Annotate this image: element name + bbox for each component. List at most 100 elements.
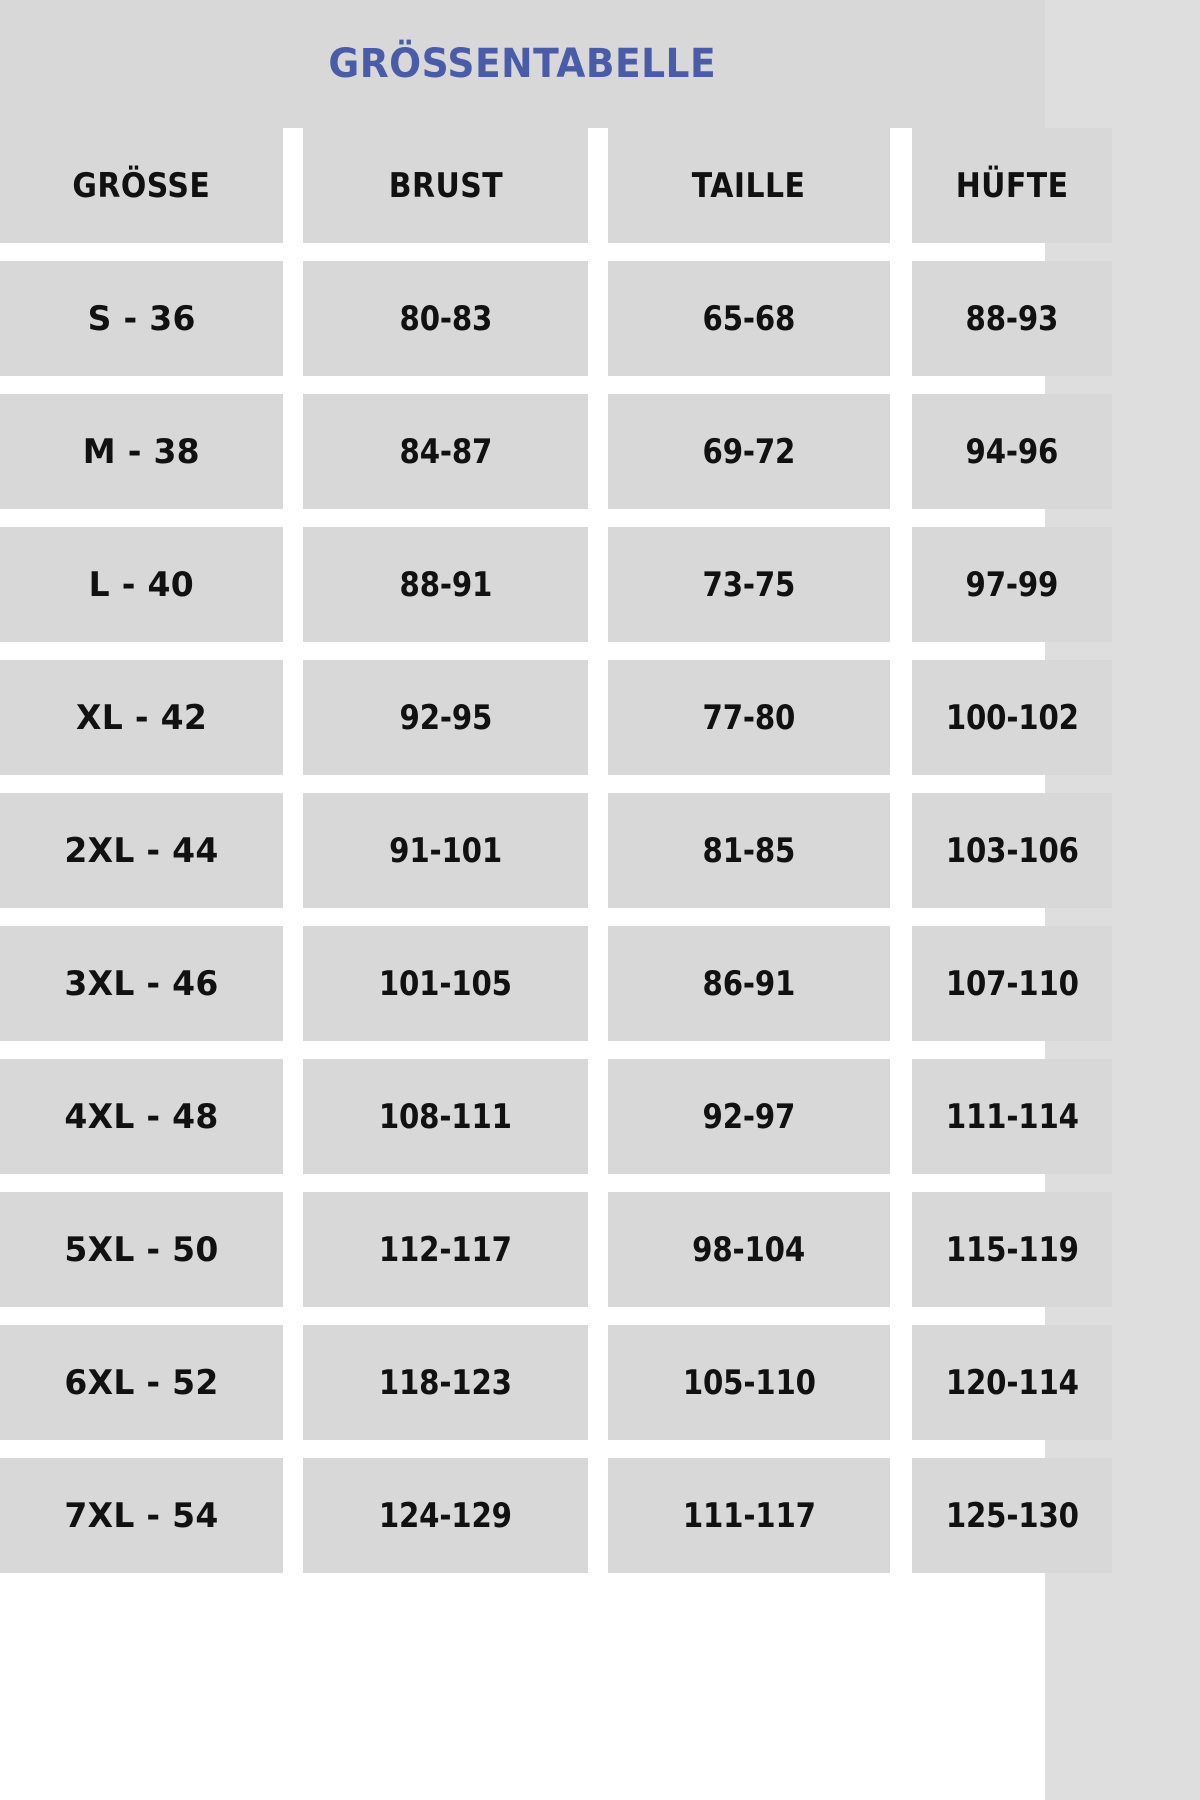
cell-value: 3XL - 46 [64,963,219,1004]
cell-taille: 81-85 [608,793,890,908]
cell-value: 92-97 [702,1096,796,1137]
cell-brust: 108-111 [303,1059,588,1174]
table-row: 2XL - 44 91-101 81-85 103-106 [0,793,1112,926]
column-header-label: HÜFTE [955,165,1069,206]
cell-value: 69-72 [702,431,796,472]
cell-groesse: 4XL - 48 [0,1059,283,1174]
cell-huefte: 94-96 [912,394,1112,509]
cell-value: 73-75 [702,564,796,605]
cell-value: 2XL - 44 [64,830,219,871]
table-row: 7XL - 54 124-129 111-117 125-130 [0,1458,1112,1591]
cell-value: 112-117 [378,1229,513,1270]
cell-huefte: 120-114 [912,1325,1112,1440]
cell-groesse: 6XL - 52 [0,1325,283,1440]
cell-groesse: XL - 42 [0,660,283,775]
column-header-label: TAILLE [692,165,806,206]
size-table: GRÖSSE BRUST TAILLE HÜFTE S - 36 80-83 6… [0,128,1112,1591]
cell-value: 120-114 [945,1362,1079,1403]
cell-groesse: 2XL - 44 [0,793,283,908]
cell-value: 103-106 [945,830,1079,871]
table-row: L - 40 88-91 73-75 97-99 [0,527,1112,660]
cell-brust: 92-95 [303,660,588,775]
cell-huefte: 103-106 [912,793,1112,908]
cell-value: 105-110 [682,1362,816,1403]
table-row: 4XL - 48 108-111 92-97 111-114 [0,1059,1112,1192]
cell-value: 6XL - 52 [64,1362,219,1403]
cell-value: M - 38 [82,431,201,472]
cell-brust: 88-91 [303,527,588,642]
cell-taille: 98-104 [608,1192,890,1307]
cell-value: 88-91 [399,564,492,605]
cell-groesse: 3XL - 46 [0,926,283,1041]
table-row: S - 36 80-83 65-68 88-93 [0,261,1112,394]
cell-taille: 69-72 [608,394,890,509]
cell-taille: 65-68 [608,261,890,376]
cell-value: 88-93 [965,298,1059,339]
column-header-label: GRÖSSE [72,165,211,206]
column-header-groesse: GRÖSSE [0,128,283,243]
table-row: 3XL - 46 101-105 86-91 107-110 [0,926,1112,1059]
cell-value: 108-111 [378,1096,513,1137]
cell-brust: 91-101 [303,793,588,908]
cell-brust: 112-117 [303,1192,588,1307]
table-row: 6XL - 52 118-123 105-110 120-114 [0,1325,1112,1458]
cell-brust: 124-129 [303,1458,588,1573]
cell-taille: 92-97 [608,1059,890,1174]
table-row: M - 38 84-87 69-72 94-96 [0,394,1112,527]
cell-huefte: 125-130 [912,1458,1112,1573]
cell-brust: 80-83 [303,261,588,376]
table-row: XL - 42 92-95 77-80 100-102 [0,660,1112,793]
cell-value: 77-80 [702,697,796,738]
chart-title-band: GRÖSSENTABELLE [0,0,1045,128]
cell-huefte: 97-99 [912,527,1112,642]
column-header-huefte: HÜFTE [912,128,1112,243]
cell-huefte: 115-119 [912,1192,1112,1307]
cell-value: 107-110 [945,963,1079,1004]
cell-value: 80-83 [399,298,492,339]
column-header-brust: BRUST [303,128,588,243]
size-chart-container: GRÖSSENTABELLE GRÖSSE BRUST TAILLE HÜFTE… [0,0,1112,1800]
cell-value: 86-91 [702,963,796,1004]
cell-value: 7XL - 54 [64,1495,219,1536]
cell-value: 98-104 [692,1229,806,1270]
cell-value: 111-117 [682,1495,816,1536]
cell-value: 4XL - 48 [64,1096,219,1137]
cell-taille: 73-75 [608,527,890,642]
table-row: 5XL - 50 112-117 98-104 115-119 [0,1192,1112,1325]
cell-taille: 111-117 [608,1458,890,1573]
cell-brust: 118-123 [303,1325,588,1440]
table-header-row: GRÖSSE BRUST TAILLE HÜFTE [0,128,1112,261]
cell-taille: 105-110 [608,1325,890,1440]
cell-value: 100-102 [945,697,1079,738]
cell-value: L - 40 [88,564,195,605]
cell-huefte: 100-102 [912,660,1112,775]
cell-groesse: 7XL - 54 [0,1458,283,1573]
cell-value: 84-87 [399,431,492,472]
cell-groesse: S - 36 [0,261,283,376]
cell-value: 101-105 [378,963,513,1004]
cell-groesse: M - 38 [0,394,283,509]
column-header-taille: TAILLE [608,128,890,243]
cell-value: 97-99 [965,564,1059,605]
cell-value: S - 36 [87,298,196,339]
cell-value: 94-96 [965,431,1059,472]
column-header-label: BRUST [388,165,503,206]
page-title: GRÖSSENTABELLE [328,41,717,87]
cell-value: 92-95 [399,697,492,738]
cell-huefte: 111-114 [912,1059,1112,1174]
cell-brust: 84-87 [303,394,588,509]
cell-value: 111-114 [945,1096,1079,1137]
cell-brust: 101-105 [303,926,588,1041]
cell-value: 5XL - 50 [64,1229,219,1270]
cell-huefte: 88-93 [912,261,1112,376]
cell-value: 81-85 [702,830,796,871]
cell-taille: 77-80 [608,660,890,775]
cell-value: 91-101 [389,830,502,871]
cell-value: XL - 42 [75,697,208,738]
cell-value: 115-119 [945,1229,1079,1270]
cell-value: 124-129 [378,1495,513,1536]
cell-huefte: 107-110 [912,926,1112,1041]
cell-groesse: 5XL - 50 [0,1192,283,1307]
cell-value: 65-68 [702,298,796,339]
cell-groesse: L - 40 [0,527,283,642]
